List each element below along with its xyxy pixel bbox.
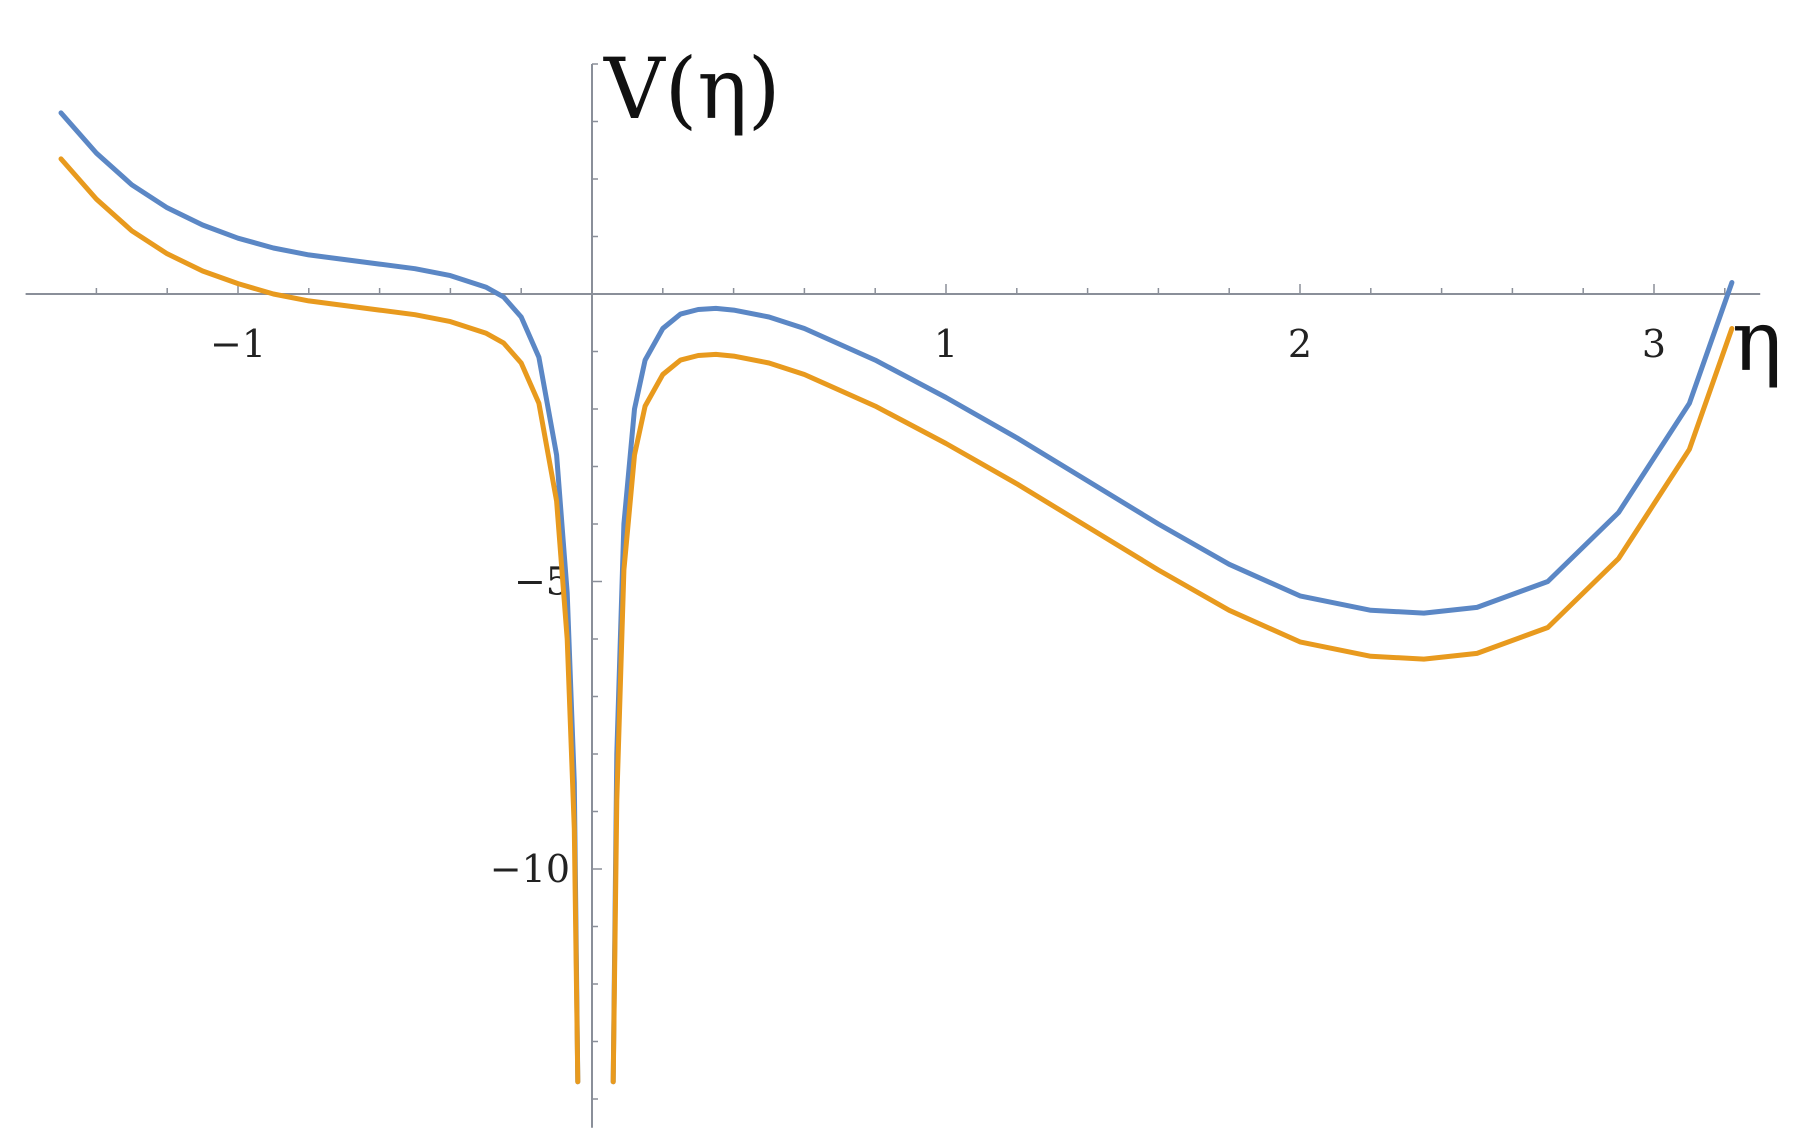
x-tick-label: 3 [1642,322,1666,366]
x-tick-label: 1 [934,322,958,366]
x-axis-label: η [1732,292,1782,390]
series-2-line [58,156,581,1085]
ticks: −1 1 2 3−5−10 [95,63,1726,1100]
series-1-line [610,280,1735,1085]
x-tick-label: −1 [210,322,266,366]
series [58,110,1735,1085]
axes [25,64,1761,1128]
series-2-line [610,326,1735,1085]
x-tick-label: 2 [1288,322,1312,366]
y-axis-label: V(η) [603,40,781,138]
y-tick-label: −10 [490,847,570,891]
series-1-line [58,110,581,1085]
